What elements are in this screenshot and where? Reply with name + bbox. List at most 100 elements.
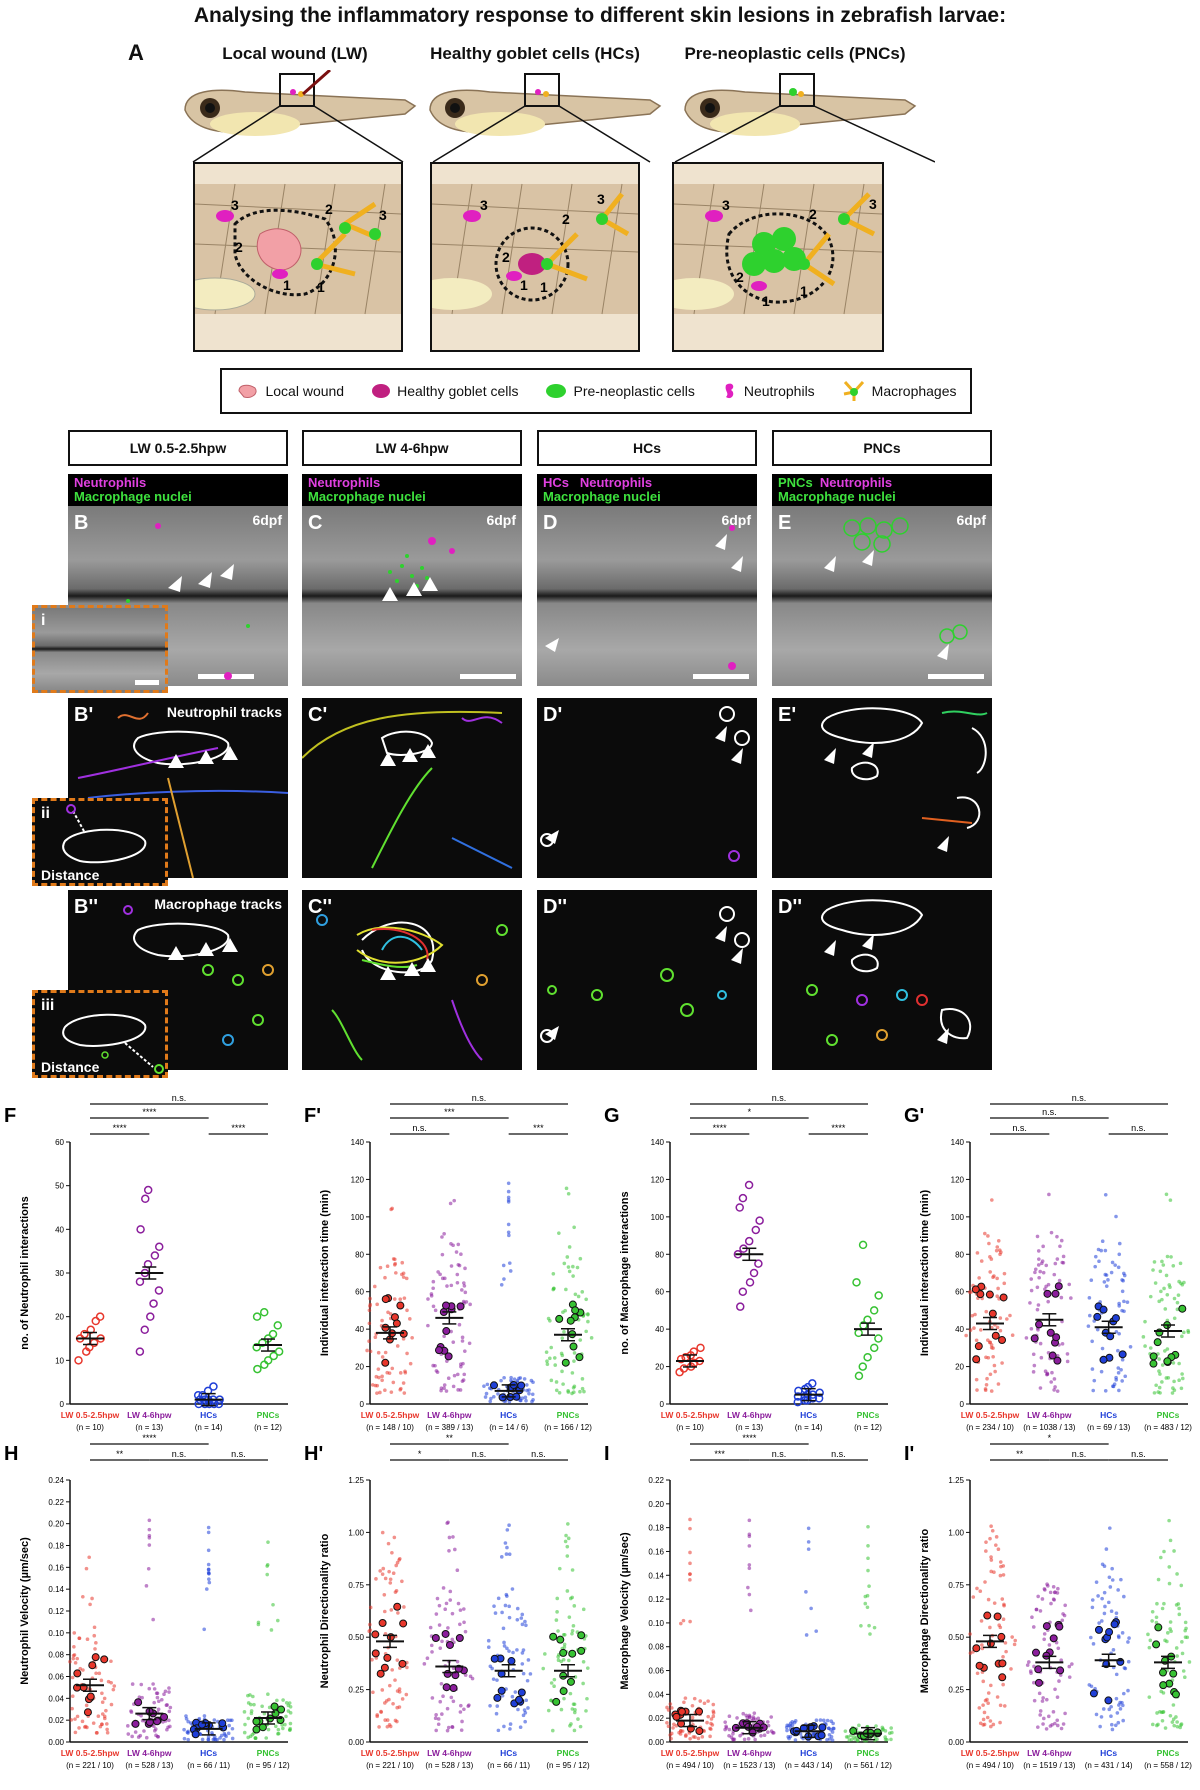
chart-ytick-label: 0.04 (48, 1694, 64, 1703)
chart-point (1032, 1363, 1037, 1368)
chart-point (1163, 1726, 1168, 1730)
chart-point (1096, 1247, 1101, 1252)
chart-ylabel: Individual interaction time (min) (319, 1190, 331, 1357)
chart-point (550, 1728, 555, 1733)
chart-point (1106, 1600, 1111, 1605)
chart-point-mean-per-larva (490, 1654, 499, 1663)
inset-label-ii: ii (41, 805, 50, 822)
legend-label-neutrophils: Neutrophils (743, 383, 815, 399)
chart-point (1154, 1383, 1158, 1388)
chart-point (1044, 1697, 1049, 1702)
chart-point (394, 1271, 398, 1275)
chart-point (985, 1715, 990, 1720)
chart-point-mean-per-larva (972, 1644, 981, 1653)
chart-point (1114, 1672, 1119, 1677)
chart-point (507, 1233, 511, 1238)
chart-point (555, 1610, 559, 1614)
chart-point (829, 1719, 834, 1723)
chart-point (1039, 1355, 1044, 1360)
panel-letter-c: C (308, 512, 323, 534)
chart-ytick-label: 0.20 (48, 1520, 64, 1529)
chart-point (484, 1391, 489, 1396)
chart-point (1118, 1707, 1123, 1711)
chart-point (1120, 1631, 1125, 1635)
panel-letter-c2: C'' (308, 896, 332, 918)
chart-point (1175, 1572, 1179, 1576)
chart-point (751, 1225, 761, 1235)
chart-point (567, 1245, 572, 1249)
chart-point (451, 1535, 455, 1539)
chart-point (70, 1675, 75, 1680)
chart-point (167, 1690, 171, 1694)
chart-ytick-label: 0.00 (48, 1738, 64, 1747)
chart-point (434, 1712, 438, 1717)
chart-point (99, 1678, 104, 1683)
chart-point (975, 1586, 979, 1591)
chart-point (1067, 1282, 1072, 1287)
chart-category-label: LW 4-6hpw (727, 1748, 772, 1758)
chart-category-label: LW 4-6hpw (1027, 1410, 1072, 1420)
chart-point (562, 1330, 566, 1334)
chart-point (151, 1617, 155, 1622)
chart-point (669, 1706, 674, 1710)
chart-point-mean-per-larva (974, 1342, 983, 1351)
chart-point (1167, 1565, 1172, 1569)
chart-point-mean-per-larva (1031, 1648, 1040, 1657)
chart-point (370, 1657, 374, 1662)
chart-point (75, 1714, 80, 1719)
chart-point (266, 1727, 271, 1732)
chart-point (1040, 1259, 1045, 1263)
chart-point-mean-per-larva (1163, 1357, 1172, 1366)
chart-point (1120, 1289, 1125, 1294)
chart-point (91, 1316, 101, 1326)
chart-point-mean-per-larva (381, 1323, 390, 1332)
chart-point (281, 1698, 285, 1702)
chart-point (493, 1611, 498, 1615)
macrophage-icon (843, 380, 864, 401)
chart-point (365, 1348, 369, 1353)
chart-point-mean-per-larva (985, 1290, 994, 1299)
chart-point (688, 1736, 692, 1741)
chart-point-mean-per-larva (1118, 1350, 1127, 1359)
chart-point (986, 1597, 991, 1602)
chart-point (152, 1728, 157, 1733)
chart-point (1121, 1691, 1126, 1696)
chart-n-label: (n = 14 / 6) (489, 1423, 528, 1432)
chart-panel-letter: H' (304, 1443, 323, 1465)
chart-point (1033, 1267, 1038, 1272)
chart-n-label: (n = 528 / 13) (425, 1761, 473, 1770)
chart-point (1042, 1587, 1047, 1591)
chart-point (387, 1569, 391, 1574)
chart-ytick-label: 50 (55, 1182, 64, 1191)
chart-point (445, 1284, 449, 1288)
chart-point (500, 1610, 504, 1615)
chart-point (462, 1281, 466, 1285)
chart-category-label: LW 0.5-2.5hpw (961, 1410, 1020, 1420)
chart-point (1116, 1371, 1121, 1375)
chart-point-mean-per-larva (277, 1705, 286, 1714)
chart-point (766, 1723, 771, 1728)
chart-point (988, 1372, 993, 1377)
chart-point (808, 1379, 817, 1388)
chart-point (1060, 1342, 1065, 1346)
chart-point (1036, 1594, 1040, 1599)
chart-panel-letter: I' (904, 1443, 914, 1465)
chart-point (70, 1694, 75, 1699)
chart-point (259, 1308, 269, 1317)
chart-point (1059, 1726, 1064, 1731)
chart-point (570, 1568, 575, 1572)
chart-point (388, 1577, 393, 1582)
chart-point (375, 1391, 379, 1395)
chart-point (391, 1380, 396, 1385)
chart-point (451, 1384, 456, 1389)
chart-point (1122, 1594, 1126, 1599)
chart-point (984, 1355, 988, 1360)
chart-point (567, 1269, 572, 1274)
chart-point (1111, 1648, 1116, 1652)
panel-letter-d2: D'' (543, 896, 567, 918)
chart-point (1122, 1666, 1127, 1670)
chart-point (1180, 1334, 1184, 1339)
chart-point-mean-per-larva (997, 1632, 1006, 1641)
chart-point (1110, 1578, 1115, 1582)
chart-point (576, 1717, 580, 1721)
